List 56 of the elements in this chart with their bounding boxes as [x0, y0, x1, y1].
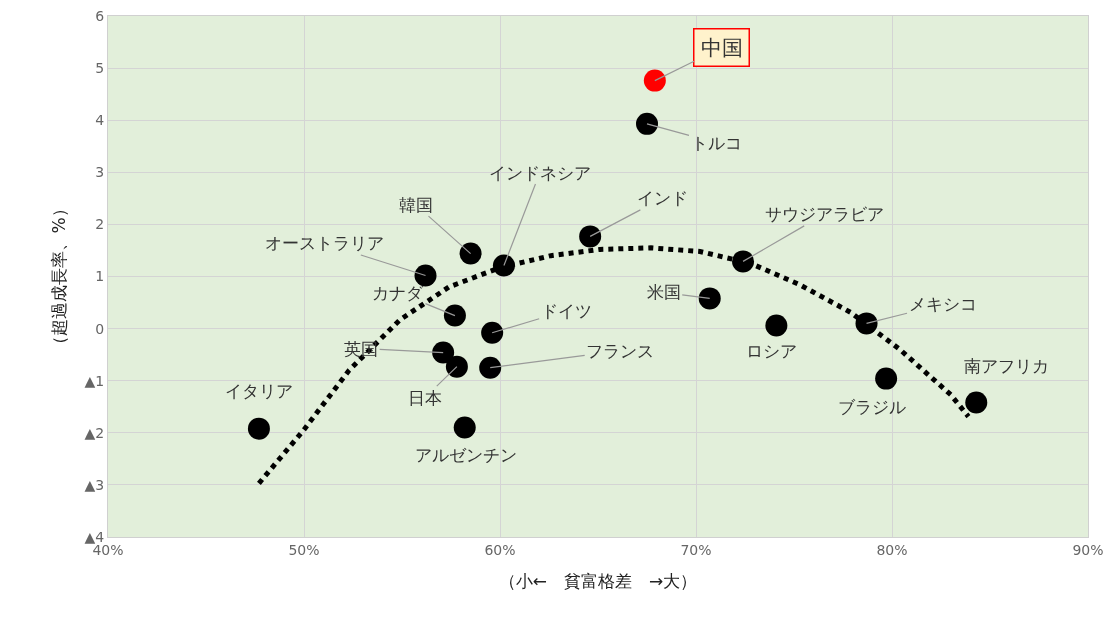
point [247, 417, 270, 440]
annotation: フランス [586, 341, 654, 361]
x-tick-label: 60% [484, 541, 516, 558]
annotation: 米国 [647, 282, 681, 302]
annotation: 中国 [700, 35, 743, 60]
y-axis-title: （超過成長率、%） [49, 200, 70, 353]
x-tick-label: 70% [680, 541, 712, 558]
y-tick-label: 5 [95, 60, 105, 76]
annotation: イタリア [225, 381, 293, 401]
annotation: オーストラリア [265, 233, 384, 253]
annotation: メキシコ [909, 294, 977, 314]
annotation: サウジアラビア [765, 204, 884, 224]
annotation: 英国 [344, 339, 378, 359]
point [855, 312, 878, 335]
y-tick-label: 4 [95, 112, 105, 129]
annotation: カナダ [372, 283, 424, 303]
point [698, 287, 721, 310]
annotation: トルコ [691, 133, 742, 153]
x-tick-label: 50% [288, 541, 320, 558]
annotation: ドイツ [541, 301, 592, 321]
point [579, 225, 602, 248]
x-tick-label: 80% [876, 541, 908, 558]
point [453, 416, 476, 439]
y-tick-label: ▲2 [84, 424, 105, 441]
point [432, 341, 455, 364]
annotation: 韓国 [399, 195, 433, 215]
point [492, 254, 515, 277]
y-tick-label: ▲4 [84, 528, 105, 545]
point [443, 304, 466, 327]
point [765, 314, 788, 337]
annotation: ブラジル [838, 397, 906, 417]
y-tick-label: 3 [95, 164, 105, 181]
point [459, 242, 482, 265]
x-axis-title: （小← 貧富格差 →大） [498, 571, 698, 592]
annotation: ロシア [746, 341, 797, 361]
point [414, 264, 437, 287]
x-tick-label: 90% [1072, 541, 1104, 558]
point [636, 112, 658, 135]
point [732, 250, 755, 273]
annotation: インドネシア [489, 163, 591, 183]
y-tick-label: 1 [95, 268, 105, 285]
annotation: 南アフリカ [964, 356, 1049, 376]
point [481, 321, 504, 344]
y-tick-label: 0 [95, 320, 105, 337]
point [965, 391, 988, 414]
y-tick-label: ▲3 [84, 476, 105, 493]
point [445, 355, 468, 378]
y-tick-label: ▲1 [84, 372, 105, 389]
point [479, 356, 502, 379]
y-tick-label: 6 [95, 7, 105, 24]
annotation: アルゼンチン [415, 445, 517, 465]
annotation: インド [637, 188, 688, 208]
point [643, 69, 666, 92]
point [875, 367, 898, 390]
annotation: 日本 [408, 388, 442, 408]
y-tick-label: 2 [95, 216, 105, 233]
